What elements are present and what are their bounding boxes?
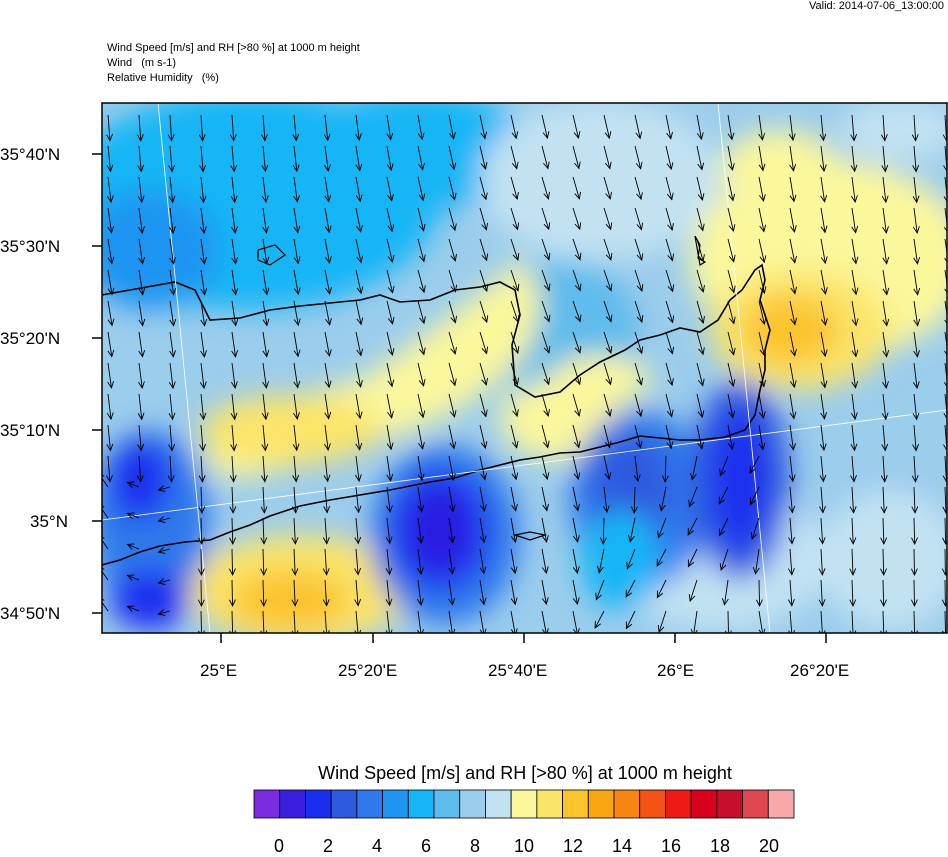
map-plot-area — [60, 90, 948, 645]
colorbar-swatch — [563, 790, 589, 818]
colorbar-swatch — [383, 790, 409, 818]
lon-label: 25°E — [200, 661, 237, 681]
lon-label: 25°40'E — [488, 661, 547, 681]
wind-arrow — [232, 549, 233, 575]
colorbar-swatch — [485, 790, 511, 818]
colorbar-swatch — [665, 790, 691, 818]
wind-arrow — [201, 518, 202, 544]
wind-arrow — [232, 580, 233, 606]
colorbar-swatch — [331, 790, 357, 818]
colorbar-swatch — [408, 790, 434, 818]
colorbar-swatch — [434, 790, 460, 818]
colorbar-swatch — [614, 790, 640, 818]
colorbar-swatch — [717, 790, 743, 818]
lat-label: 35°N — [30, 512, 68, 532]
colorbar-swatch — [357, 790, 383, 818]
colorbar-swatch — [640, 790, 666, 818]
lat-label: 35°20'N — [0, 329, 60, 349]
colorbar-swatch — [691, 790, 717, 818]
lon-label: 25°20'E — [338, 661, 397, 681]
colorbar-swatch — [743, 790, 769, 818]
colorbar-swatch — [588, 790, 614, 818]
colorbar — [254, 790, 794, 818]
lat-label: 35°30'N — [0, 237, 60, 257]
colorbar-swatch — [460, 790, 486, 818]
wind-arrow — [759, 580, 760, 606]
lat-label: 34°50'N — [0, 604, 60, 624]
lat-label: 35°10'N — [0, 421, 60, 441]
wind-arrow — [945, 518, 946, 544]
colorbar-swatch — [511, 790, 537, 818]
lon-label: 26°E — [657, 661, 694, 681]
colorbar-swatch — [537, 790, 563, 818]
colorbar-swatch — [254, 790, 280, 818]
colorbar-swatch — [280, 790, 306, 818]
colorbar-swatch — [768, 790, 794, 818]
colorbar-swatch — [305, 790, 331, 818]
lat-label: 35°40'N — [0, 145, 60, 165]
colorbar-title: Wind Speed [m/s] and RH [>80 %] at 1000 … — [0, 763, 948, 784]
lon-label: 26°20'E — [790, 661, 849, 681]
